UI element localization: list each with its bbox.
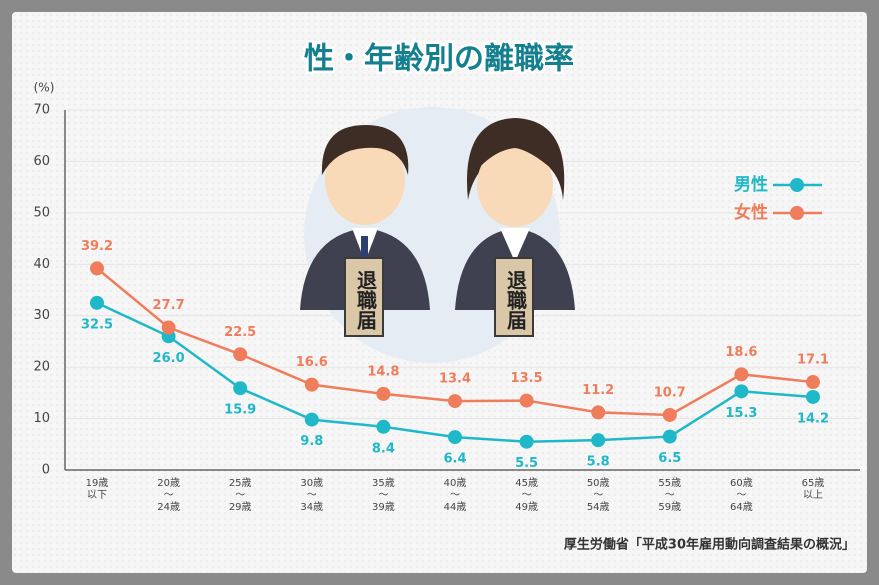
y-tick-label: 0 bbox=[42, 463, 50, 478]
x-tick-label: 30歳 〜 34歳 bbox=[300, 478, 324, 513]
data-label: 26.0 bbox=[153, 351, 185, 366]
woman-shirt bbox=[500, 228, 530, 262]
point bbox=[90, 295, 104, 310]
woman-hair bbox=[466, 118, 565, 200]
source: 厚生労働省「平成30年雇用動向調査結果の概況」 bbox=[564, 537, 855, 553]
data-label: 8.4 bbox=[372, 441, 395, 456]
data-label: 32.5 bbox=[81, 317, 113, 332]
x-tick-label: 20歳 〜 24歳 bbox=[157, 478, 180, 513]
paper bbox=[494, 257, 534, 337]
data-label: 5.8 bbox=[587, 455, 610, 470]
point bbox=[304, 377, 319, 392]
x-tick-label: 40歳 〜 44歳 bbox=[443, 478, 467, 513]
y-tick-label: 50 bbox=[33, 205, 50, 220]
data-label: 39.2 bbox=[81, 239, 113, 254]
man-hair bbox=[321, 125, 409, 175]
point bbox=[233, 347, 248, 362]
data-label: 9.8 bbox=[300, 434, 323, 449]
point bbox=[734, 384, 749, 399]
point bbox=[448, 394, 462, 409]
y-tick-label: 60 bbox=[33, 154, 50, 169]
point bbox=[448, 430, 462, 445]
x-tick-label: 19歳 以下 bbox=[85, 478, 109, 501]
paper-text: 退職届 bbox=[354, 270, 378, 331]
point bbox=[591, 433, 606, 448]
point bbox=[806, 389, 820, 404]
data-label: 11.2 bbox=[582, 383, 614, 398]
x-tick-label: 45歳 〜 49歳 bbox=[515, 478, 538, 513]
point bbox=[591, 405, 606, 420]
x-tick-label: 25歳 〜 29歳 bbox=[228, 478, 252, 513]
data-label: 6.5 bbox=[658, 451, 681, 466]
y-tick-label: 10 bbox=[33, 411, 50, 426]
point bbox=[376, 419, 391, 434]
illustration: 退職届 退職届 bbox=[300, 107, 575, 363]
data-label: 5.5 bbox=[515, 456, 538, 471]
y-axis-label: (%) bbox=[34, 81, 55, 95]
point bbox=[806, 375, 820, 390]
data-label: 22.5 bbox=[224, 325, 256, 340]
paper bbox=[344, 257, 384, 337]
data-label: 17.1 bbox=[797, 353, 829, 368]
x-tick-label: 35歳 〜 39歳 bbox=[372, 478, 395, 513]
paper-text: 退職届 bbox=[504, 270, 528, 331]
data-label: 14.2 bbox=[797, 411, 829, 426]
data-label: 15.9 bbox=[224, 403, 256, 418]
y-tick-label: 20 bbox=[33, 360, 50, 375]
point bbox=[304, 412, 319, 427]
x-tick-label: 60歳 〜 64歳 bbox=[730, 478, 753, 513]
data-label: 6.4 bbox=[443, 452, 466, 467]
point bbox=[662, 429, 677, 444]
woman-face bbox=[477, 143, 553, 227]
data-label: 14.8 bbox=[367, 364, 399, 379]
data-label: 16.6 bbox=[296, 355, 328, 370]
legend-marker bbox=[790, 178, 804, 192]
legend-marker bbox=[790, 206, 804, 220]
x-tick-label: 65歳 以上 bbox=[801, 478, 825, 501]
y-tick-label: 30 bbox=[33, 308, 50, 323]
point bbox=[734, 367, 749, 382]
data-label: 10.7 bbox=[654, 385, 686, 400]
woman-bangs bbox=[477, 134, 553, 170]
chart-title: 性・年齢別の離職率 bbox=[304, 42, 574, 77]
data-label: 27.7 bbox=[153, 298, 185, 313]
legend-label: 男性 bbox=[734, 174, 768, 195]
man-tie bbox=[361, 236, 368, 260]
data-label: 13.5 bbox=[511, 371, 543, 386]
point bbox=[662, 407, 677, 422]
x-tick-label: 55歳 〜 59歳 bbox=[658, 478, 682, 513]
point bbox=[376, 386, 391, 401]
legend-label: 女性 bbox=[734, 202, 768, 223]
point bbox=[519, 393, 534, 408]
x-tick-label: 50歳 〜 54歳 bbox=[586, 478, 610, 513]
data-label: 13.4 bbox=[439, 372, 471, 387]
point bbox=[161, 320, 176, 335]
point bbox=[233, 381, 248, 396]
man-face bbox=[325, 135, 405, 225]
point bbox=[519, 434, 534, 449]
data-label: 18.6 bbox=[725, 345, 757, 360]
data-label: 15.3 bbox=[725, 406, 757, 421]
y-tick-label: 40 bbox=[33, 257, 50, 272]
point bbox=[90, 261, 104, 276]
y-tick-label: 70 bbox=[33, 103, 50, 118]
